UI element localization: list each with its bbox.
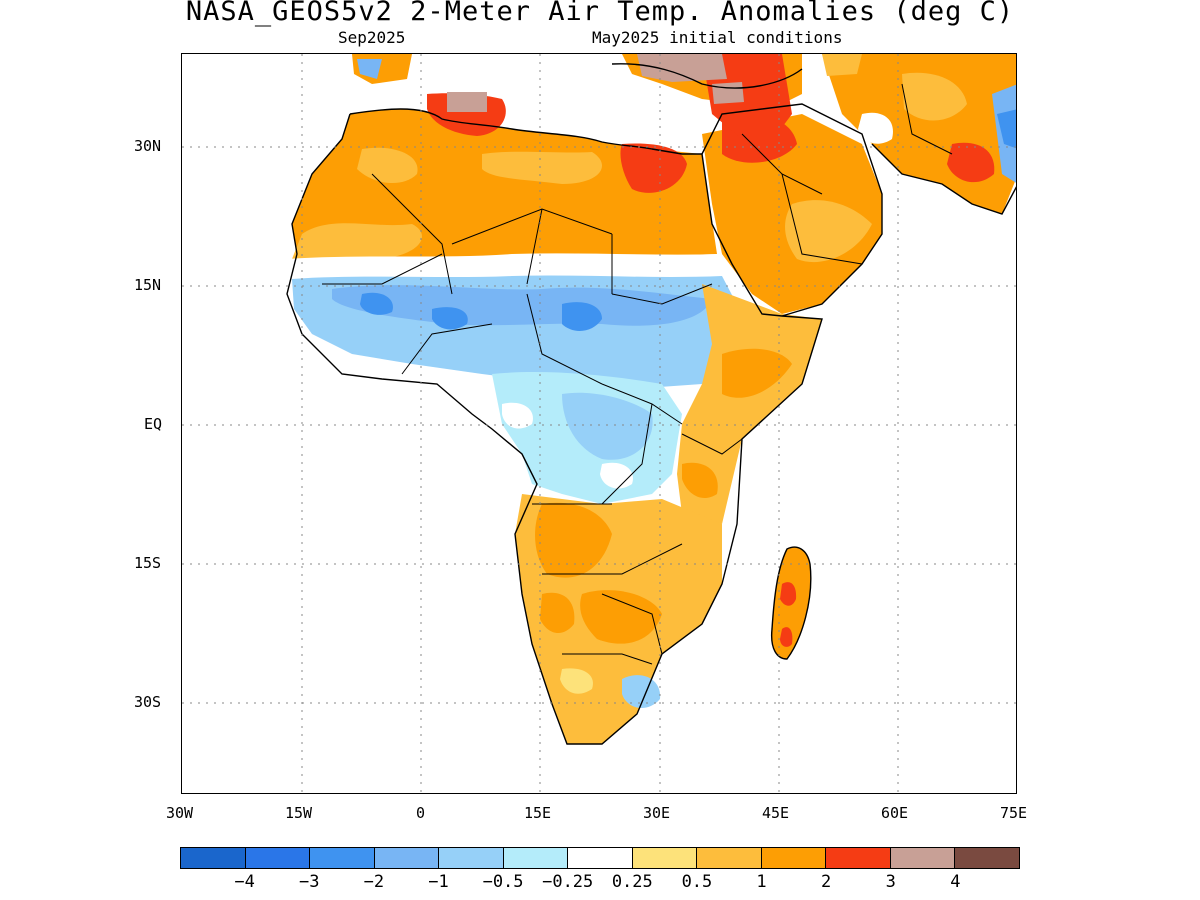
libya-hot-spot xyxy=(620,143,687,193)
y-tick-label: 30N xyxy=(134,137,162,155)
coastlines xyxy=(286,63,1016,745)
colorbar-label: 4 xyxy=(950,872,961,892)
x-tick-label: 30W xyxy=(166,804,194,822)
x-tick-label: 15E xyxy=(524,804,552,822)
colorbar-label: 0.25 xyxy=(611,872,653,892)
east-africa-warm xyxy=(677,284,822,524)
colorbar-box xyxy=(890,848,956,868)
colorbar-label: 1 xyxy=(756,872,767,892)
chart-title: NASA_GEOS5v2 2-Meter Air Temp. Anomalies… xyxy=(185,0,1015,27)
anomaly-map xyxy=(182,54,1016,793)
colorbar-label: −4 xyxy=(234,872,255,892)
x-tick-label: 45E xyxy=(762,804,790,822)
colorbar-box xyxy=(503,848,569,868)
colorbar-box xyxy=(761,848,827,868)
colorbar-box xyxy=(439,848,504,868)
initial-conditions-label: May2025 initial conditions xyxy=(592,28,843,47)
colorbar-label: 0.5 xyxy=(681,872,713,892)
colorbar-box xyxy=(955,848,1019,868)
x-tick-label: 0 xyxy=(416,804,426,822)
y-tick-label: 15S xyxy=(134,554,162,572)
colorbar-label: 2 xyxy=(821,872,832,892)
colorbar-box xyxy=(181,848,246,868)
x-tick-label: 75E xyxy=(1000,804,1028,822)
colorbar-label: −3 xyxy=(298,872,320,892)
map-frame xyxy=(181,53,1017,794)
y-tick-label: 15N xyxy=(134,276,162,294)
country-borders xyxy=(322,83,953,665)
colorbar-label: −0.25 xyxy=(542,872,594,892)
anomaly-shading xyxy=(282,54,1016,744)
colorbar-box xyxy=(697,848,762,868)
valid-month-label: Sep2025 xyxy=(338,28,406,47)
colorbar-label: −1 xyxy=(428,872,449,892)
x-tick-label: 60E xyxy=(881,804,909,822)
colorbar-box xyxy=(826,848,891,868)
colorbar-label: 3 xyxy=(885,872,896,892)
colorbar xyxy=(180,847,1020,869)
x-tick-label: 30E xyxy=(643,804,671,822)
grid-lines xyxy=(182,54,1016,793)
colorbar-box xyxy=(568,848,633,868)
y-tick-label: EQ xyxy=(144,415,163,433)
colorbar-box xyxy=(374,848,440,868)
colorbar-label: −2 xyxy=(363,872,385,892)
colorbar-box xyxy=(310,848,375,868)
colorbar-label: −0.5 xyxy=(482,872,524,892)
x-tick-label: 15W xyxy=(285,804,313,822)
colorbar-box xyxy=(245,848,311,868)
colorbar-box xyxy=(632,848,698,868)
y-tick-label: 30S xyxy=(134,693,162,711)
